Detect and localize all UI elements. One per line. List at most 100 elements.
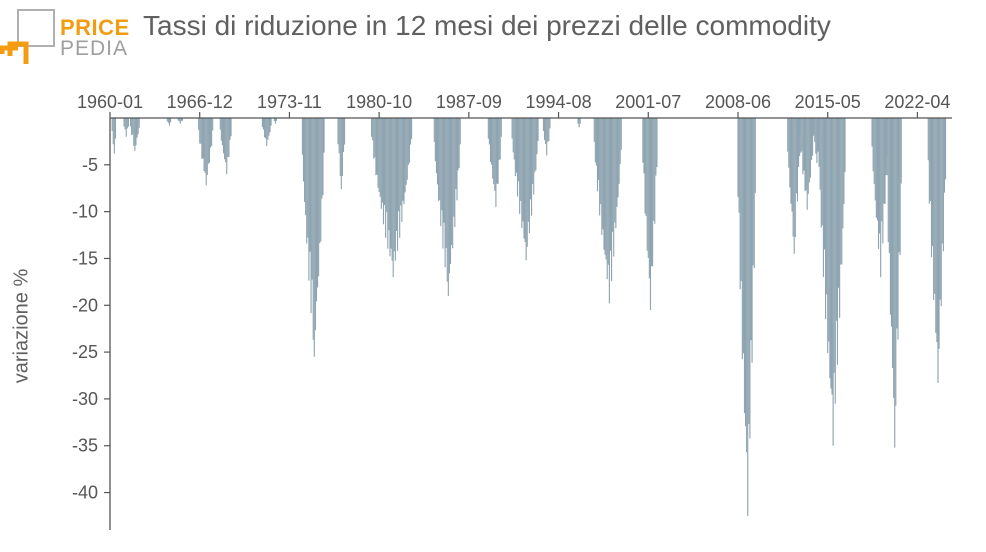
bar-1961-02-m0 — [123, 118, 125, 127]
bar-2018-10-m7 — [879, 118, 881, 234]
bar-1965-04-m3 — [180, 118, 182, 122]
bar-1974-11-m16 — [319, 118, 321, 244]
bar-2008-06-m16 — [754, 118, 756, 193]
bar-1980-03-m9 — [380, 118, 382, 209]
bar-1985-01-m7 — [441, 118, 443, 211]
bar-1980-03-m34 — [407, 118, 409, 165]
bar-1985-01-m20 — [455, 118, 457, 190]
bar-1980-03-m6 — [377, 118, 379, 188]
pricepedia-logo: PRICE PEDIA — [0, 6, 130, 68]
bar-1960-03-m0 — [111, 118, 113, 132]
logo-word-price: PRICE — [60, 15, 130, 40]
bar-2014-09-m19 — [839, 118, 841, 318]
bar-1985-01-m6 — [440, 118, 442, 227]
bar-2014-09-m13 — [832, 118, 834, 446]
bar-1960-03-m2 — [113, 118, 115, 154]
bar-1968-07-m0 — [219, 118, 221, 130]
bar-1996-02-m1 — [578, 118, 580, 128]
bar-1961-08-m6 — [136, 118, 138, 138]
bar-2001-02-m11 — [654, 118, 656, 224]
bars-group — [111, 118, 947, 516]
bar-2023-02-m10 — [938, 118, 940, 349]
x-tick-label: 2022-04 — [884, 92, 950, 112]
bar-1974-11-m15 — [318, 118, 320, 277]
bar-1965-04-m4 — [181, 118, 184, 121]
bar-1966-11-m10 — [208, 118, 211, 163]
bar-1991-01-m4 — [515, 118, 517, 173]
bar-1974-11-m12 — [314, 118, 316, 331]
bar-1989-03-m4 — [492, 118, 494, 179]
bar-1971-10-m1 — [262, 118, 265, 130]
bar-1980-03-m28 — [401, 118, 403, 222]
bar-1961-08-m5 — [135, 118, 137, 146]
bar-1971-10-m6 — [268, 118, 270, 136]
x-tick-label: 1980-10 — [346, 92, 412, 112]
x-tick-label: 2008-06 — [705, 92, 771, 112]
bar-1980-03-m0 — [371, 118, 373, 137]
bar-2023-02-m0 — [927, 118, 929, 161]
bar-1997-05-m6 — [600, 118, 602, 205]
y-tick-label: -5 — [82, 155, 98, 175]
bar-2012-04-m6 — [793, 118, 795, 254]
bar-1991-01-m9 — [521, 118, 523, 229]
bar-1989-03-m5 — [493, 118, 495, 185]
bar-2014-09-m16 — [835, 118, 837, 321]
bar-1966-11-m7 — [205, 118, 207, 186]
bar-1985-01-m5 — [439, 118, 441, 201]
bar-1965-04-m1 — [178, 118, 180, 122]
bar-2001-02-m4 — [646, 118, 648, 251]
logo-word-pedia: PEDIA — [60, 37, 129, 60]
bar-1980-03-m3 — [374, 118, 376, 158]
x-tick-label: 1987-09 — [436, 92, 502, 112]
bar-2013-03-m11 — [810, 118, 813, 160]
bar-1997-05-m21 — [616, 118, 618, 207]
bar-1966-11-m6 — [204, 118, 206, 173]
bar-1991-01-m17 — [529, 118, 532, 200]
bar-1997-05-m12 — [606, 118, 608, 280]
bar-2014-09-m15 — [834, 118, 836, 404]
bar-2008-06-m4 — [741, 118, 743, 360]
bar-1961-08-m3 — [133, 118, 135, 146]
bar-1980-03-m23 — [395, 118, 398, 231]
bar-1991-01-m10 — [522, 118, 524, 222]
bar-2014-09-m6 — [825, 118, 827, 320]
bar-1997-05-m5 — [599, 118, 601, 216]
x-tick-label: 1960-01 — [77, 92, 143, 112]
bar-1980-03-m27 — [400, 118, 402, 206]
bar-1972-09-m2 — [275, 118, 278, 121]
bar-1991-01-m23 — [536, 118, 538, 154]
axes-group: 1960-01 1966-12 1973-11 1980-10 1987-09 1994-… — [72, 92, 952, 530]
bar-2008-06-m15 — [753, 118, 755, 269]
bar-1972-09-m1 — [274, 118, 276, 124]
bar-1966-11-m12 — [211, 118, 213, 146]
bar-1974-11-m1 — [302, 118, 305, 182]
bar-1980-03-m31 — [404, 118, 406, 193]
bar-1964-06-m3 — [169, 118, 172, 123]
bar-1974-11-m20 — [323, 118, 325, 153]
bar-2014-09-m18 — [837, 118, 840, 288]
bar-1980-03-m19 — [391, 118, 393, 261]
bar-2023-02-m2 — [929, 118, 931, 202]
bar-1961-08-m8 — [138, 118, 140, 128]
bar-1964-06-m1 — [167, 118, 169, 123]
bar-1966-11-m8 — [206, 118, 208, 176]
bar-1993-06-m0 — [542, 118, 545, 131]
bar-1974-11-m18 — [321, 118, 323, 199]
bar-1974-11-m8 — [310, 118, 312, 314]
bar-1989-03-m3 — [491, 118, 493, 165]
bar-1991-01-m13 — [525, 118, 527, 261]
bar-2019-12-m4 — [890, 118, 893, 327]
bar-2012-04-m1 — [788, 118, 790, 168]
bar-2014-09-m20 — [840, 118, 842, 265]
bar-2018-10-m8 — [880, 118, 882, 278]
bar-1972-09-m0 — [273, 118, 275, 122]
bar-2023-02-m11 — [939, 118, 941, 300]
bar-2008-06-m9 — [747, 118, 749, 516]
bar-1980-03-m18 — [390, 118, 392, 249]
bar-2019-12-m12 — [899, 118, 901, 256]
bar-1989-03-m6 — [494, 118, 496, 191]
bar-2023-02-m6 — [934, 118, 936, 294]
bar-1985-01-m24 — [459, 118, 461, 145]
bar-1989-03-m8 — [496, 118, 498, 184]
bar-1991-01-m2 — [513, 118, 515, 160]
